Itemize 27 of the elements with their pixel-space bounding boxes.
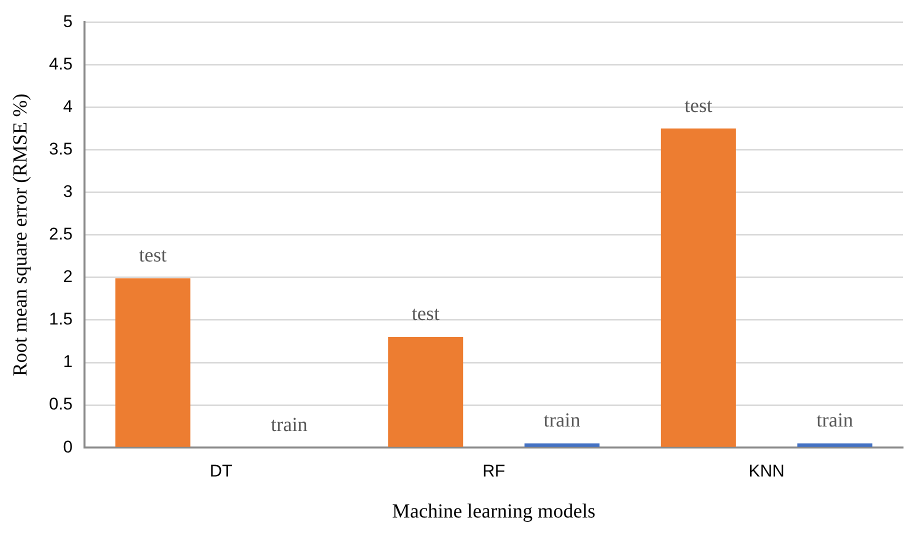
y-tick-label: 0.5 [48,394,73,414]
y-tick-label: 4 [63,96,73,116]
series-label: test [138,244,168,267]
x-tick-label: KNN [748,461,785,480]
series-label: train [544,410,580,432]
bar [660,128,736,447]
y-tick-label: 2.5 [48,224,73,244]
bar [524,443,600,447]
x-tick-label: RF [482,461,506,480]
text: train [270,414,308,436]
y-tick-label: 0 [63,437,73,456]
y-tick-label: 5 [63,12,73,31]
text: train [816,410,854,432]
text: test [412,303,440,326]
bar [115,278,190,447]
bar [797,443,872,447]
x-axis-title: Machine learning models [392,500,596,522]
y-tick-label: 3.5 [48,140,73,159]
bar [388,336,464,447]
text: test [684,94,712,117]
y-tick-label: 1.5 [48,310,73,329]
y-tick-label: 3 [63,182,73,202]
y-tick-label: 1 [63,352,73,372]
y-axis-title: Root mean square error (RMSE %) [9,94,32,376]
y-tick-label: 2 [63,267,73,286]
y-tick-label: 4.5 [48,54,73,74]
x-tick-label: DT [210,461,232,480]
